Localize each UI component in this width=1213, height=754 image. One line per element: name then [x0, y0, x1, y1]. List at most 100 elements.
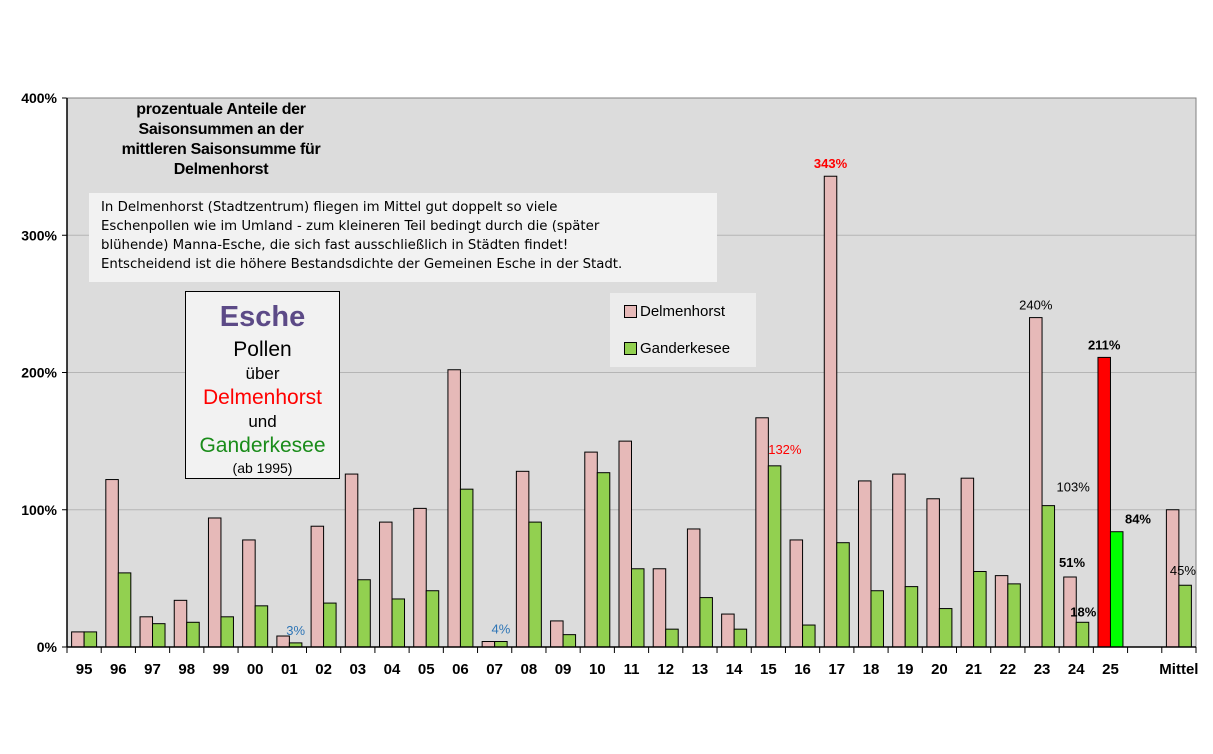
bar-delmenhorst — [1097, 356, 1111, 648]
x-tick-label: 22 — [999, 661, 1016, 678]
title-line: Saisonsummen an der — [138, 121, 304, 138]
x-tick-label: 15 — [760, 661, 777, 678]
x-tick-label: 97 — [144, 661, 161, 678]
bar-delmenhorst — [139, 616, 154, 648]
bar-delmenhorst — [584, 451, 598, 648]
bar-delmenhorst — [721, 613, 735, 648]
bar-ganderkesee — [631, 568, 645, 648]
x-tick-label: 23 — [1034, 661, 1051, 678]
info-city-ganderkesee: Ganderkesee — [199, 434, 326, 457]
bar-delmenhorst — [242, 539, 256, 648]
data-label: 132% — [768, 442, 802, 457]
bar-delmenhorst — [652, 568, 667, 648]
bar-ganderkesee — [425, 590, 440, 648]
bar-delmenhorst — [1165, 509, 1180, 648]
x-tick-label: 20 — [931, 661, 948, 678]
bar-delmenhorst — [960, 477, 975, 648]
data-label: 211% — [1088, 337, 1121, 352]
data-label: 51% — [1059, 555, 1085, 570]
bar-ganderkesee — [1041, 505, 1056, 648]
y-tick-label: 400% — [21, 90, 57, 106]
bar-ganderkesee — [357, 579, 371, 648]
info-title: Esche — [219, 301, 306, 333]
legend-item-ganderkesee: Ganderkesee — [624, 340, 730, 357]
info-line: über — [245, 364, 280, 383]
chart-title: prozentuale Anteile der Saisonsummen an … — [96, 100, 346, 180]
bar-ganderkesee — [1109, 531, 1124, 648]
bar-ganderkesee — [391, 598, 406, 648]
bar-delmenhorst — [173, 599, 188, 648]
legend-item-delmenhorst: Delmenhorst — [624, 303, 725, 320]
note-line: In Delmenhorst (Stadtzentrum) fliegen im… — [101, 200, 558, 215]
title-line: Delmenhorst — [173, 161, 269, 178]
title-line: prozentuale Anteile der — [136, 101, 306, 118]
axes: 0% 100% 200% 300% 400% 95 96 97 98 99 00 01 02 03 04 05… — [21, 90, 1198, 678]
bar-delmenhorst — [413, 507, 427, 648]
bar-ganderkesee — [494, 641, 508, 648]
bar-ganderkesee — [699, 597, 713, 648]
bar-ganderkesee — [904, 586, 919, 648]
bar-delmenhorst — [71, 631, 85, 648]
bar-delmenhorst — [379, 521, 393, 648]
bar-delmenhorst — [447, 369, 461, 648]
bar-delmenhorst — [618, 440, 632, 648]
bar-ganderkesee — [1007, 583, 1021, 648]
bar-ganderkesee — [973, 571, 987, 648]
data-label: 3% — [286, 623, 305, 638]
bar-ganderkesee — [733, 628, 748, 648]
bar-ganderkesee — [254, 605, 269, 648]
x-tick-label: 24 — [1068, 661, 1085, 678]
bar-ganderkesee — [528, 521, 542, 648]
bar-ganderkesee — [83, 631, 98, 648]
bar-delmenhorst — [105, 479, 119, 648]
title-line: mittleren Saisonsumme für — [121, 141, 321, 158]
bar-ganderkesee — [117, 572, 132, 648]
bar-delmenhorst — [789, 539, 804, 648]
bar-ganderkesee — [665, 628, 679, 648]
x-tick-label: 02 — [315, 661, 332, 678]
y-tick-label: 300% — [21, 227, 57, 243]
x-tick-label: 25 — [1102, 661, 1119, 678]
x-tick-label: 99 — [213, 661, 230, 678]
y-tick-label: 200% — [21, 365, 57, 381]
bar-ganderkesee — [938, 608, 953, 648]
y-tick-label: 100% — [21, 502, 57, 518]
bar-ganderkesee — [323, 602, 337, 648]
data-label: 4% — [492, 622, 511, 637]
legend-swatch-ganderkesee — [624, 342, 637, 355]
bar-ganderkesee — [802, 624, 816, 648]
bar-delmenhorst — [994, 575, 1009, 648]
annotation-note: In Delmenhorst (Stadtzentrum) fliegen im… — [89, 193, 717, 282]
bar-ganderkesee — [1075, 621, 1090, 648]
bar-delmenhorst — [857, 480, 872, 648]
bar-delmenhorst — [207, 517, 222, 648]
x-tick-label: 98 — [178, 661, 195, 678]
bar-ganderkesee — [870, 590, 884, 648]
bar-delmenhorst — [515, 470, 530, 648]
legend-label: Ganderkesee — [640, 340, 731, 357]
x-tick-label: 19 — [897, 661, 914, 678]
x-tick-label: 06 — [452, 661, 469, 678]
y-tick-label: 0% — [37, 639, 58, 655]
x-tick-label: 95 — [76, 661, 93, 678]
bars — [71, 175, 1192, 648]
legend: Delmenhorst Ganderkesee — [610, 293, 756, 367]
data-label: 45% — [1170, 563, 1196, 578]
data-label: 343% — [814, 156, 848, 171]
x-tick-label: 00 — [247, 661, 264, 678]
x-tick-label: Mittel — [1159, 661, 1198, 678]
bar-ganderkesee — [562, 634, 577, 648]
bar-ganderkesee — [596, 472, 611, 648]
bar-ganderkesee — [1178, 584, 1192, 648]
bar-delmenhorst — [1029, 317, 1043, 648]
data-label: 240% — [1019, 298, 1053, 313]
info-line: und — [248, 412, 277, 431]
data-label: 18% — [1070, 604, 1096, 619]
bar-delmenhorst — [686, 528, 701, 648]
bar-ganderkesee — [220, 616, 234, 648]
x-tick-label: 11 — [624, 661, 640, 678]
legend-swatch-delmenhorst — [624, 305, 637, 318]
x-tick-label: 04 — [384, 661, 401, 678]
info-city-delmenhorst: Delmenhorst — [202, 386, 323, 409]
x-tick-label: 09 — [555, 661, 572, 678]
